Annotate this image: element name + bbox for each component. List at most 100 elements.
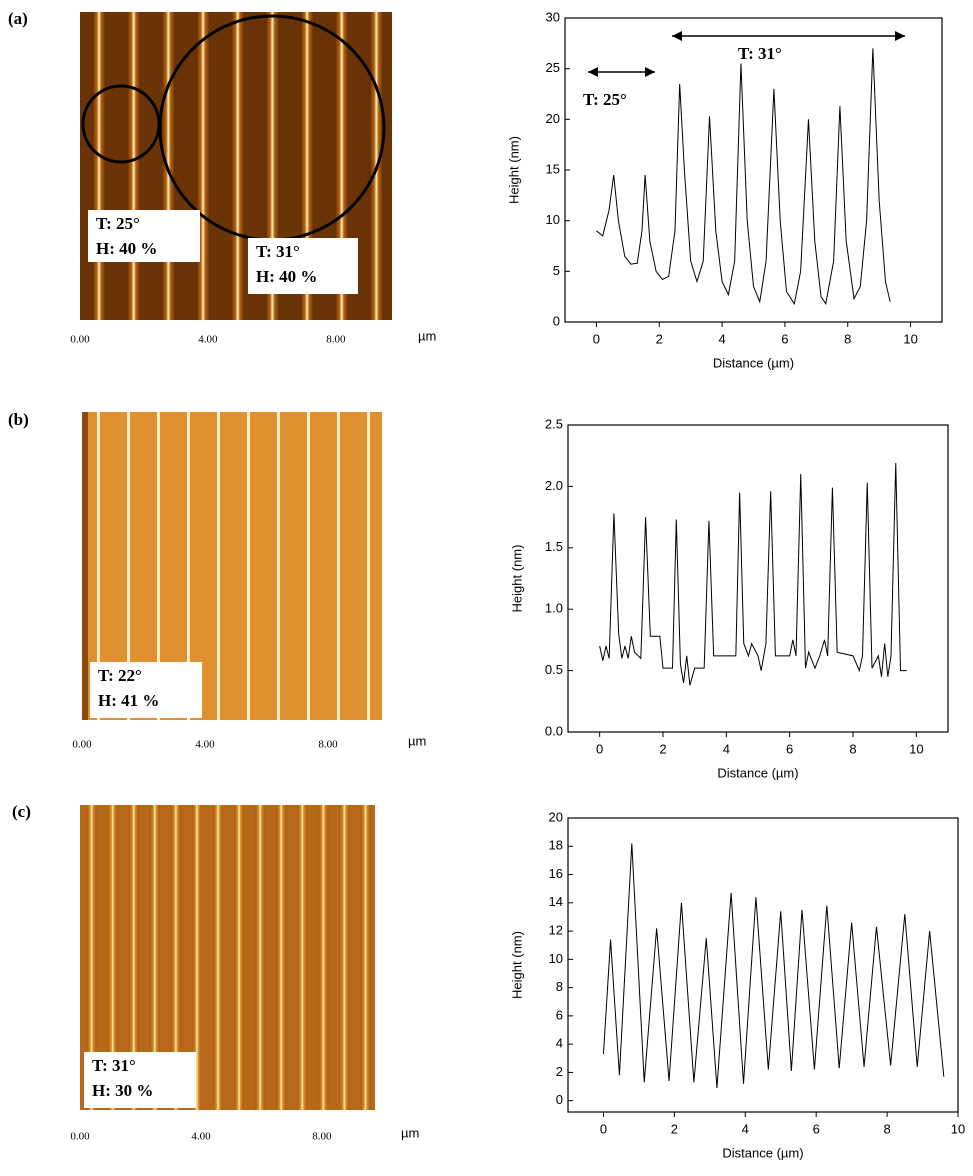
x-tick-label: 6	[813, 1121, 820, 1136]
afm-stripe	[86, 805, 97, 1110]
y-axis-label: Height (nm)	[506, 136, 521, 204]
profile-line	[599, 463, 907, 686]
y-tick-label: 0.5	[545, 662, 563, 677]
y-tick-label: 12	[549, 923, 563, 938]
x-tick-label: 2	[659, 741, 666, 756]
y-axis-label: Height (nm)	[509, 545, 524, 613]
x-axis-label: Distance (µm)	[722, 1145, 803, 1160]
annotation: T: 25°	[583, 90, 627, 109]
afm-stripe	[360, 805, 371, 1110]
y-tick-label: 6	[556, 1007, 563, 1022]
afm-stripe	[339, 805, 350, 1110]
afm-stripe	[318, 805, 329, 1110]
afm-stripe	[230, 12, 245, 320]
image-axis-label: 8.00	[312, 1131, 332, 1143]
y-tick-label: 0	[553, 313, 560, 328]
afm-stripe	[191, 805, 202, 1110]
image-label: T: 25°	[96, 214, 140, 233]
image-axis-label: 0.00	[72, 739, 92, 751]
afm-stripe	[213, 805, 224, 1110]
plot-frame	[567, 424, 949, 733]
x-tick-label: 4	[718, 331, 725, 346]
y-axis-label: Height (nm)	[509, 931, 524, 999]
panel-label: (b)	[8, 410, 29, 429]
image-label: T: 31°	[92, 1056, 136, 1075]
y-tick-label: 8	[556, 979, 563, 994]
afm-stripe	[170, 805, 181, 1110]
afm-stripe	[126, 12, 141, 320]
label-box	[84, 1052, 196, 1108]
x-tick-label: 4	[723, 741, 730, 756]
y-tick-label: 1.5	[545, 539, 563, 554]
afm-stripe	[161, 12, 176, 320]
y-tick-label: 14	[549, 894, 563, 909]
image-label: T: 22°	[98, 666, 142, 685]
y-tick-label: 0.0	[545, 723, 563, 738]
image-label: H: 41 %	[98, 691, 159, 710]
image-label: H: 30 %	[92, 1081, 153, 1100]
afm-stripe	[107, 805, 118, 1110]
y-tick-label: 1.0	[545, 601, 563, 616]
profile-line	[602, 843, 945, 1089]
afm-stripe	[247, 412, 250, 720]
image-label: H: 40 %	[256, 267, 317, 286]
afm-stripe	[92, 12, 107, 320]
x-tick-label: 10	[909, 741, 923, 756]
image-unit: µm	[408, 733, 426, 748]
image-unit: µm	[401, 1125, 419, 1140]
afm-stripe	[337, 412, 340, 720]
y-tick-label: 15	[546, 161, 560, 176]
x-tick-label: 0	[596, 741, 603, 756]
y-tick-label: 20	[546, 111, 560, 126]
panel-label: (a)	[8, 9, 28, 28]
afm-stripe	[196, 12, 211, 320]
label-box	[90, 662, 202, 718]
image-unit: µm	[418, 328, 436, 343]
afm-stripe	[276, 805, 287, 1110]
afm-stripe	[307, 412, 310, 720]
y-tick-label: 2	[556, 1064, 563, 1079]
x-tick-label: 2	[656, 331, 663, 346]
afm-stripe	[128, 805, 139, 1110]
x-tick-label: 8	[849, 741, 856, 756]
y-tick-label: 2.5	[545, 416, 563, 431]
y-tick-label: 18	[549, 838, 563, 853]
afm-stripe	[97, 412, 100, 720]
profile-line	[596, 48, 891, 306]
y-tick-label: 5	[553, 263, 560, 278]
image-axis-label: 0.00	[70, 334, 90, 346]
y-tick-label: 20	[549, 809, 563, 824]
afm-stripe	[255, 805, 266, 1110]
x-axis-label: Distance (µm)	[717, 765, 798, 780]
image-label: T: 31°	[256, 242, 300, 261]
y-tick-label: 16	[549, 866, 563, 881]
afm-stripe	[157, 412, 160, 720]
image-label: H: 40 %	[96, 239, 157, 258]
plot-frame	[567, 817, 959, 1113]
y-tick-label: 2.0	[545, 478, 563, 493]
afm-stripe	[297, 805, 308, 1110]
x-tick-label: 10	[903, 331, 917, 346]
image-axis-label: 8.00	[318, 739, 338, 751]
y-tick-label: 0	[556, 1092, 563, 1107]
image-axis-label: 4.00	[198, 334, 218, 346]
image-axis-label: 4.00	[195, 739, 215, 751]
x-tick-label: 6	[786, 741, 793, 756]
x-tick-label: 8	[844, 331, 851, 346]
afm-stripe	[217, 412, 220, 720]
label-box	[248, 238, 358, 294]
x-tick-label: 8	[883, 1121, 890, 1136]
x-tick-label: 2	[671, 1121, 678, 1136]
afm-stripe	[127, 412, 130, 720]
image-axis-label: 8.00	[326, 334, 346, 346]
afm-stripe	[149, 805, 160, 1110]
x-tick-label: 6	[781, 331, 788, 346]
y-tick-label: 25	[546, 60, 560, 75]
x-axis-label: Distance (µm)	[713, 355, 794, 370]
afm-stripe	[277, 412, 280, 720]
image-axis-label: 0.00	[70, 1131, 90, 1143]
annotation: T: 31°	[738, 44, 782, 63]
x-tick-label: 10	[951, 1121, 965, 1136]
y-tick-label: 10	[549, 951, 563, 966]
